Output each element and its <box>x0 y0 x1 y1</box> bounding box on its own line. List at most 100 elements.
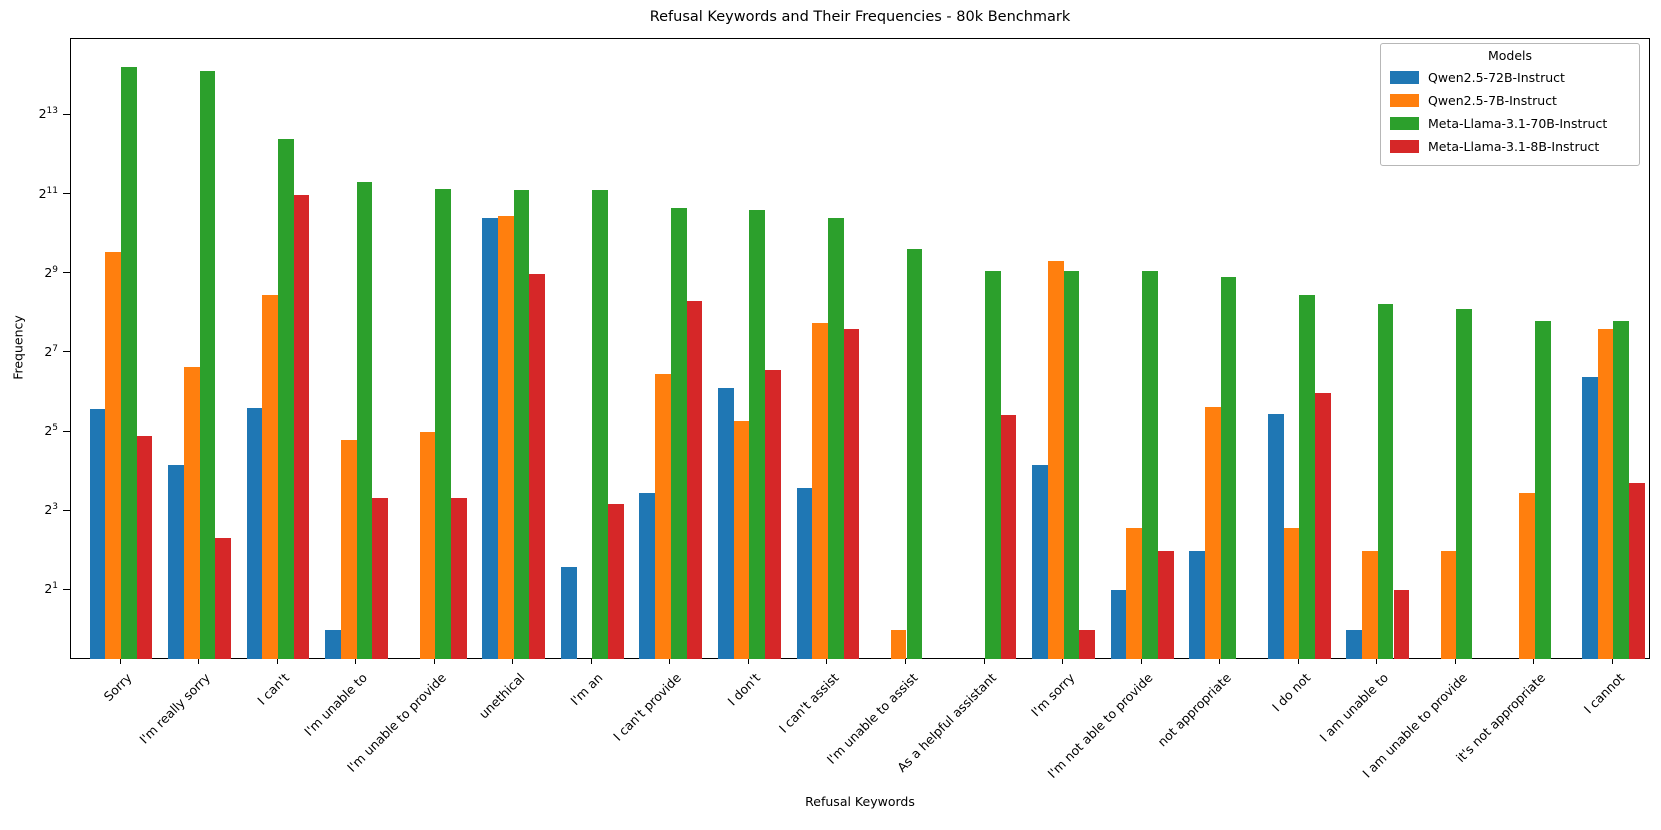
bar <box>1613 320 1630 659</box>
bar <box>199 71 216 659</box>
x-tick-label: I cannot <box>1580 670 1628 717</box>
bar <box>293 194 310 659</box>
x-tick <box>1062 659 1064 664</box>
x-axis-label: Refusal Keywords <box>805 794 915 809</box>
bar <box>105 251 121 659</box>
bar <box>1157 550 1174 659</box>
x-tick <box>1140 659 1142 664</box>
bar <box>1629 483 1645 659</box>
bar <box>592 190 608 659</box>
x-tick-label: I'm unable to <box>301 670 371 739</box>
legend-entry: Qwen2.5-7B-Instruct <box>1390 89 1630 112</box>
legend-label: Meta-Llama-3.1-70B-Instruct <box>1428 116 1608 131</box>
bar <box>796 488 813 659</box>
bar <box>765 369 781 659</box>
y-tick-label: 27 <box>44 343 58 359</box>
x-tick <box>1533 659 1535 664</box>
bar <box>1110 590 1127 659</box>
bar <box>1079 629 1095 659</box>
legend-label: Qwen2.5-72B-Instruct <box>1428 70 1565 85</box>
x-tick <box>826 659 828 664</box>
x-tick <box>1297 659 1299 664</box>
bar <box>639 492 656 659</box>
bar <box>529 273 546 659</box>
bar <box>1582 376 1598 659</box>
legend-label: Qwen2.5-7B-Instruct <box>1428 93 1557 108</box>
x-tick <box>1376 659 1378 664</box>
bar <box>1000 415 1017 659</box>
bar <box>1189 550 1205 659</box>
bar <box>215 537 231 659</box>
x-tick <box>355 659 357 664</box>
x-tick-label: Sorry <box>100 670 135 704</box>
x-tick-label: unethical <box>475 670 528 722</box>
bar <box>670 207 687 659</box>
x-tick-label: I don't <box>724 670 764 709</box>
y-tick <box>63 588 70 590</box>
legend-swatch <box>1390 94 1419 107</box>
x-tick <box>905 659 906 664</box>
bar <box>356 181 373 659</box>
y-tick-label: 213 <box>38 106 58 122</box>
y-tick <box>63 351 70 353</box>
bar <box>718 388 734 659</box>
x-tick <box>1454 659 1456 664</box>
bar <box>1362 550 1378 659</box>
bar <box>1126 527 1143 659</box>
bar <box>1519 492 1535 659</box>
bar <box>246 407 263 659</box>
bar <box>1220 276 1237 659</box>
bar <box>1063 270 1080 659</box>
x-tick-label: I can't <box>253 670 292 708</box>
bar <box>89 408 106 659</box>
bar <box>183 366 200 659</box>
x-tick-label: I can't assist <box>775 670 842 736</box>
bar <box>560 567 577 659</box>
legend-entry: Meta-Llama-3.1-8B-Instruct <box>1390 135 1630 158</box>
bar <box>168 464 184 659</box>
x-tick-label: I'm an <box>567 670 606 709</box>
x-tick-label: I am unable to <box>1316 670 1392 745</box>
bar <box>325 629 341 659</box>
bar <box>890 629 907 659</box>
bar <box>686 301 703 659</box>
bar <box>121 67 137 659</box>
bar <box>1393 590 1410 659</box>
bar <box>1205 406 1221 659</box>
chart-title: Refusal Keywords and Their Frequencies -… <box>649 9 1071 25</box>
legend-entry: Qwen2.5-72B-Instruct <box>1390 66 1630 89</box>
x-tick <box>276 659 278 664</box>
bar <box>749 210 766 659</box>
x-tick-label: not appropriate <box>1154 670 1235 750</box>
legend-swatch <box>1390 71 1419 84</box>
bar <box>450 498 467 659</box>
bar <box>1267 413 1284 659</box>
bar <box>1032 464 1048 659</box>
bar <box>1597 329 1614 659</box>
bar <box>843 329 860 659</box>
x-tick <box>512 659 514 664</box>
y-tick-label: 21 <box>44 581 58 597</box>
bar <box>1534 320 1551 659</box>
bar <box>262 295 279 659</box>
x-tick <box>433 659 435 664</box>
x-tick-label: I do not <box>1268 670 1313 715</box>
x-tick-label: I can't provide <box>610 670 685 744</box>
bar <box>1142 270 1158 659</box>
x-tick <box>590 659 592 664</box>
y-tick <box>63 113 70 115</box>
y-tick-label: 25 <box>44 423 58 439</box>
bar <box>278 138 294 659</box>
bar <box>1456 309 1473 659</box>
x-tick <box>669 659 671 664</box>
bar <box>1283 527 1300 659</box>
bar <box>733 420 750 659</box>
legend-swatch <box>1390 140 1419 153</box>
bar <box>513 189 530 659</box>
x-tick <box>119 659 121 664</box>
legend-swatch <box>1390 117 1419 130</box>
bar <box>340 439 357 659</box>
y-tick-label: 29 <box>44 264 58 280</box>
x-tick <box>1219 659 1221 664</box>
bar <box>1299 295 1315 659</box>
